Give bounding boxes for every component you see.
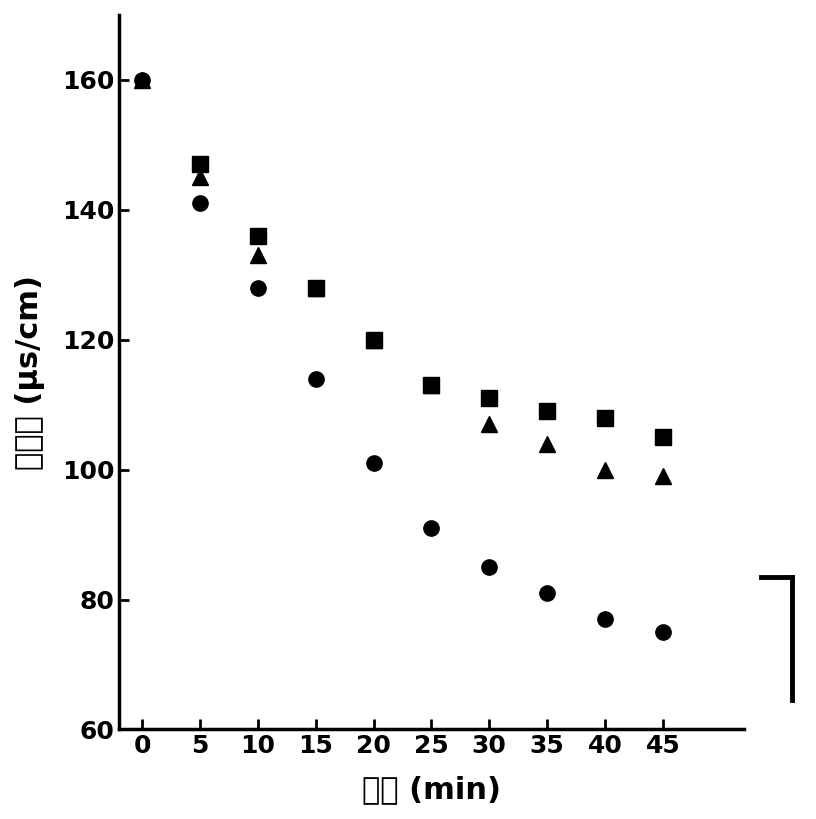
X-axis label: 时间 (min): 时间 (min)	[362, 775, 501, 804]
Y-axis label: 电导率 (μs/cm): 电导率 (μs/cm)	[15, 274, 45, 470]
